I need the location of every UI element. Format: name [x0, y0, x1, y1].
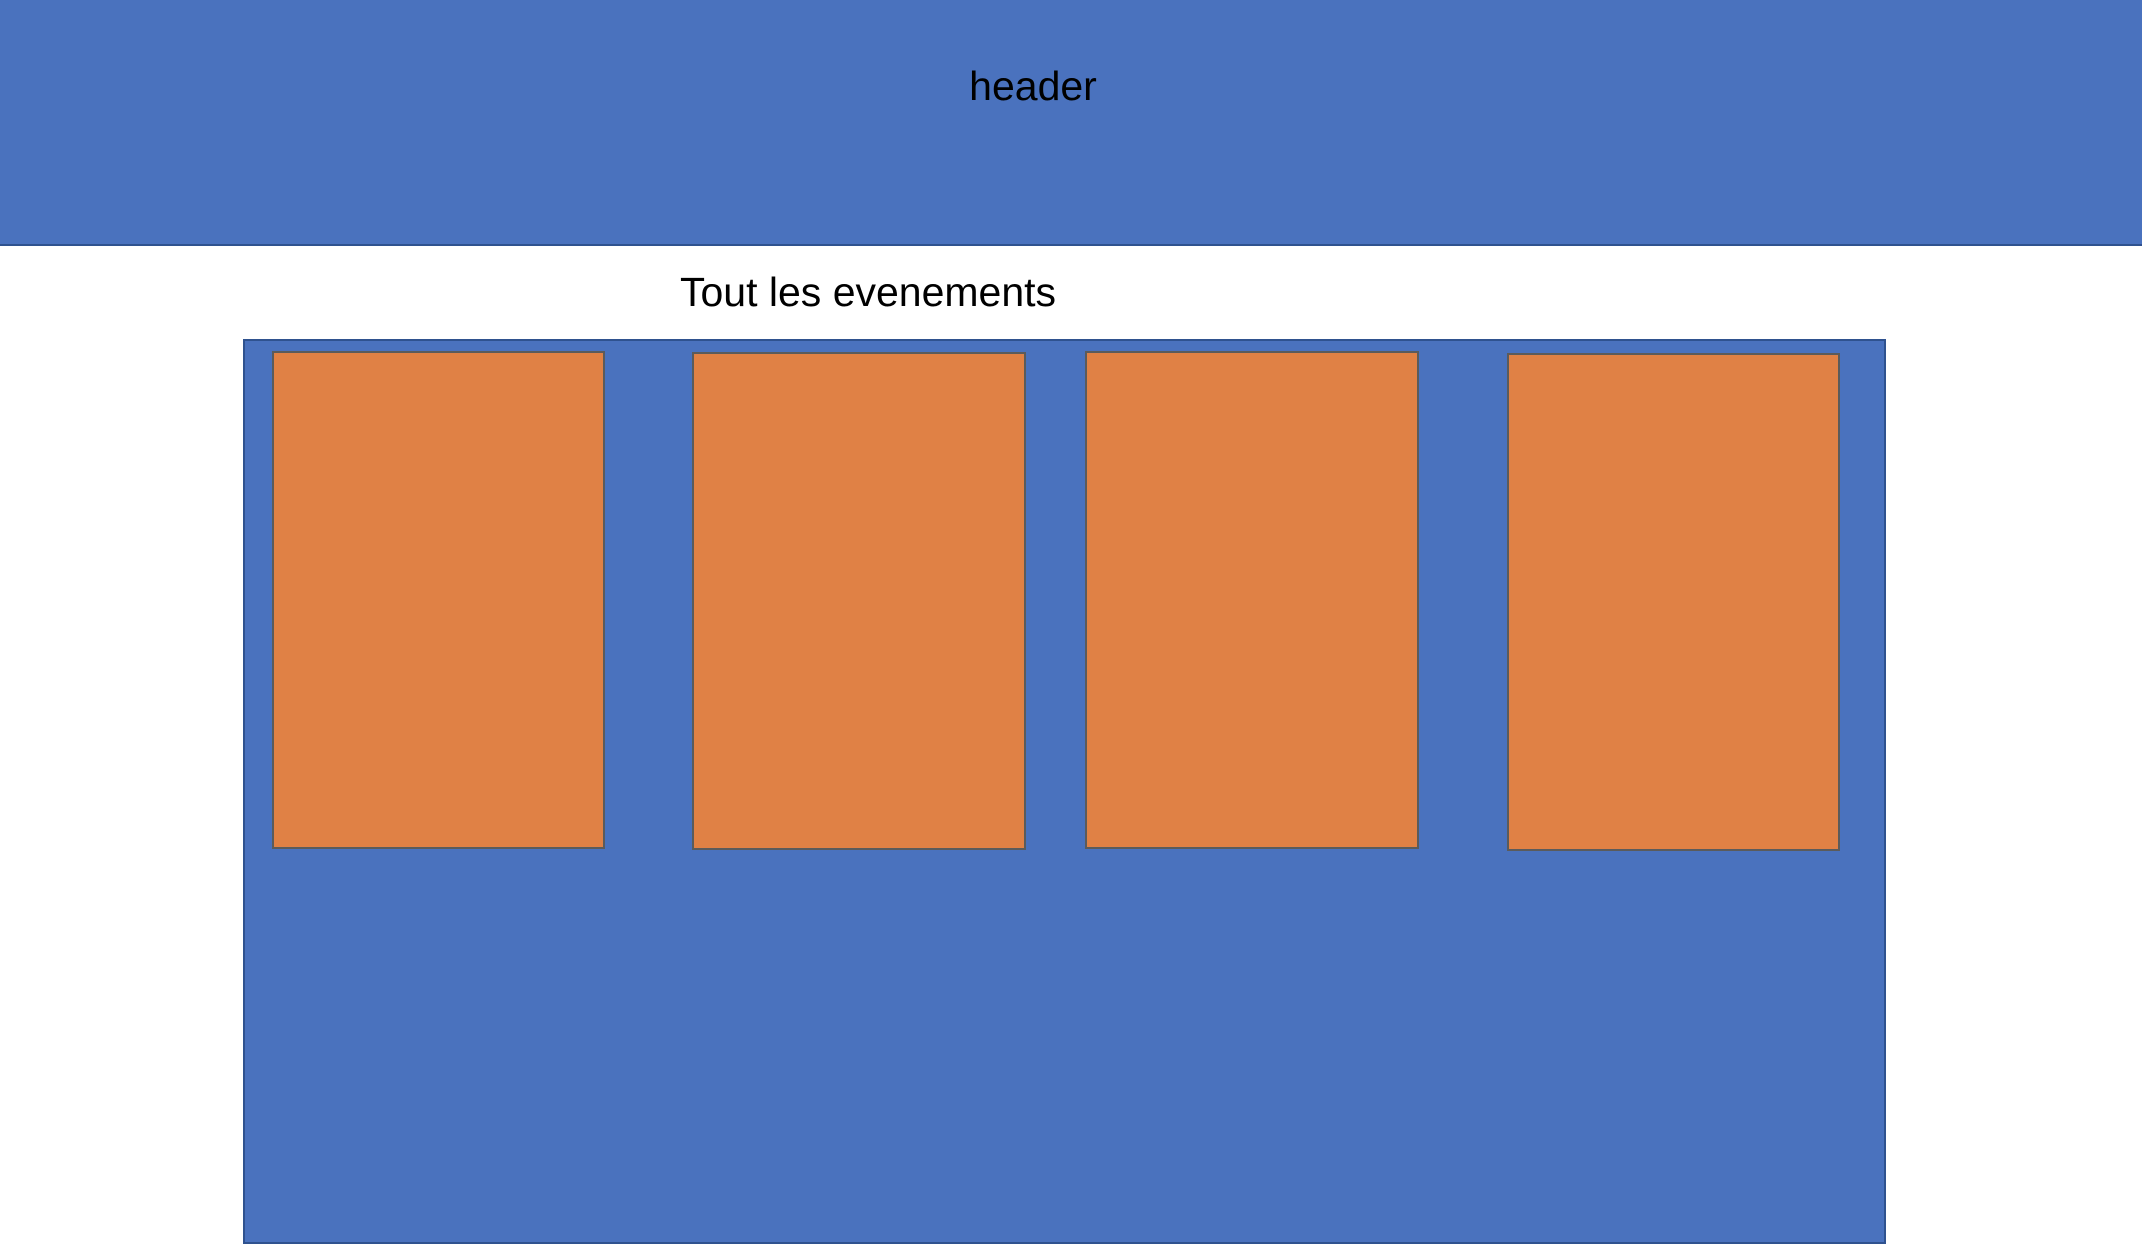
- event-card-1[interactable]: [272, 351, 605, 849]
- section-title: Tout les evenements: [680, 269, 1057, 315]
- event-card-3[interactable]: [1085, 351, 1419, 849]
- events-container: [243, 339, 1886, 1244]
- event-card-4[interactable]: [1507, 353, 1840, 851]
- header-bar: header: [0, 0, 2142, 246]
- event-card-2[interactable]: [692, 352, 1026, 850]
- header-title: header: [969, 63, 1097, 109]
